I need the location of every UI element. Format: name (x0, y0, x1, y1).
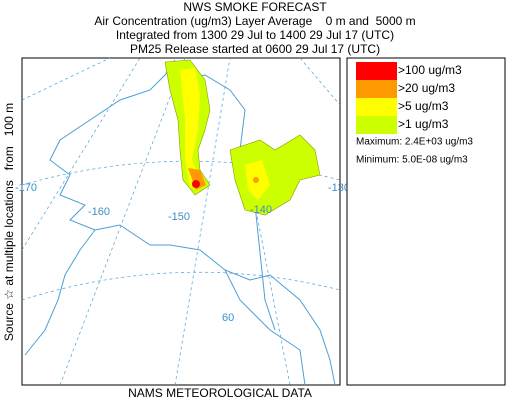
map-label: 60 (222, 312, 234, 324)
subtitle: Integrated from 1300 29 Jul to 1400 29 J… (116, 28, 394, 42)
subtitle: PM25 Release started at 0600 29 Jul 17 (… (130, 42, 380, 56)
legend-max: Maximum: 2.4E+03 ug/m3 (356, 137, 473, 148)
map-label: -130 (328, 182, 350, 194)
legend-swatch (356, 98, 397, 116)
graticule (21, 271, 341, 301)
legend-swatch (356, 62, 397, 80)
legend-label: >1 ug/m3 (398, 117, 449, 131)
legend-label: >20 ug/m3 (398, 81, 455, 95)
map-label: -160 (88, 206, 110, 218)
subtitle: Air Concentration (ug/m3) Layer Average … (94, 14, 415, 28)
graticule (21, 57, 111, 101)
map-label: -150 (168, 211, 190, 223)
graticule (254, 204, 291, 386)
map-label: -140 (250, 204, 272, 216)
legend-label: >100 ug/m3 (398, 63, 462, 77)
smoke-plume (164, 59, 321, 216)
map-label: -170 (15, 182, 37, 194)
map: -170 -160 -150 -140 -130 60 (15, 57, 350, 386)
graticule (174, 57, 231, 386)
legend-swatch (356, 80, 397, 98)
legend: Maximum: 2.4E+03 ug/m3 Minimum: 5.0E-08 … (346, 57, 506, 386)
legend-label: >5 ug/m3 (398, 99, 449, 113)
legend-min: Minimum: 5.0E-08 ug/m3 (356, 155, 468, 166)
coastline (24, 59, 336, 386)
legend-swatch (356, 116, 397, 134)
side-label: Source ☆ at multiple locations from 100 … (2, 103, 16, 341)
graticule (59, 57, 186, 386)
title: NWS SMOKE FORECAST (183, 0, 327, 14)
footer: NAMS METEOROLOGICAL DATA (128, 386, 312, 400)
graticule (299, 57, 341, 106)
graticule (21, 57, 141, 251)
